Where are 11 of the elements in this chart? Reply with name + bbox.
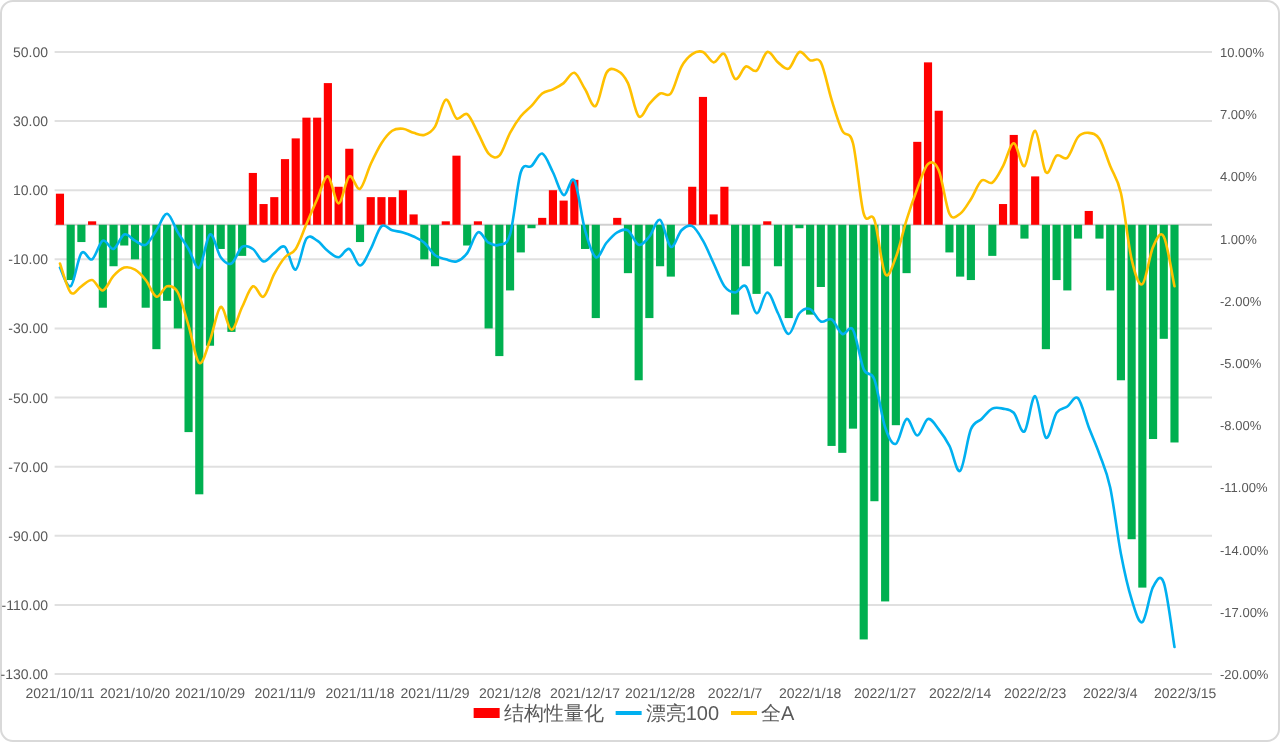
bar [613,217,622,225]
bar [1020,224,1029,239]
legend-label: 结构性量化 [503,702,604,726]
legend-label: 全A [761,702,796,726]
bar [1084,210,1093,225]
bar [988,224,997,256]
bar [55,193,65,225]
bar [1031,176,1040,225]
legend-label: 漂亮100 [645,702,720,726]
bar [463,224,472,246]
bar [355,224,365,243]
